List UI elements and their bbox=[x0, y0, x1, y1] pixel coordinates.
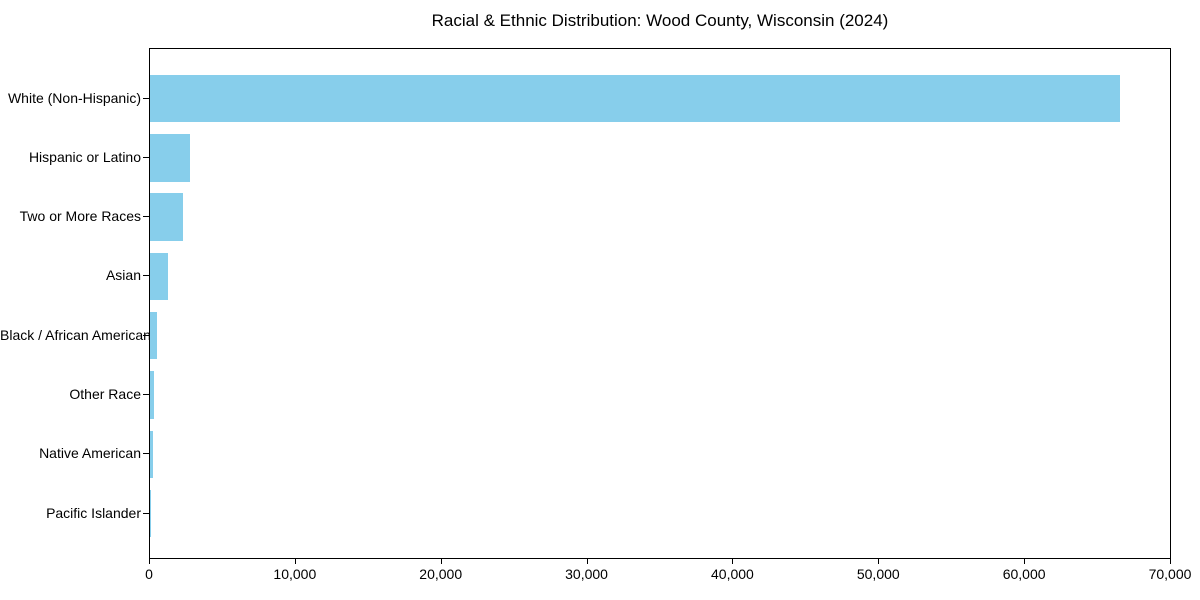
y-tick-mark bbox=[143, 216, 149, 218]
bar bbox=[150, 193, 184, 241]
y-tick-label: Hispanic or Latino bbox=[28, 148, 141, 165]
x-tick-label: 40,000 bbox=[711, 566, 754, 582]
x-tick-mark bbox=[586, 559, 588, 564]
bar bbox=[150, 371, 155, 419]
plot-area bbox=[149, 48, 1171, 559]
x-tick-mark bbox=[1170, 559, 1171, 564]
y-tick-mark bbox=[143, 334, 149, 336]
x-tick-label: 70,000 bbox=[1148, 566, 1192, 582]
x-tick-label: 0 bbox=[145, 566, 153, 582]
y-tick-mark bbox=[143, 156, 149, 158]
x-tick-mark bbox=[149, 559, 150, 564]
bar bbox=[150, 430, 153, 479]
y-tick-mark bbox=[143, 394, 149, 395]
x-tick-label: 20,000 bbox=[419, 566, 463, 582]
bar bbox=[150, 311, 158, 360]
y-tick-label: Native American bbox=[39, 445, 141, 462]
x-tick-mark bbox=[732, 559, 734, 564]
y-tick-mark bbox=[143, 97, 149, 99]
x-tick-label: 10,000 bbox=[273, 566, 317, 582]
y-tick-mark bbox=[143, 453, 149, 455]
bar bbox=[150, 252, 168, 301]
x-tick-mark bbox=[1024, 559, 1026, 564]
y-tick-mark bbox=[143, 275, 149, 277]
y-tick-label: Pacific Islander bbox=[46, 504, 141, 521]
y-tick-label: Two or More Races bbox=[19, 208, 141, 225]
x-tick-mark bbox=[440, 559, 442, 564]
y-tick-label: Asian bbox=[105, 267, 141, 284]
y-tick-label: Black / African American bbox=[0, 326, 151, 343]
x-tick-label: 50,000 bbox=[856, 566, 900, 582]
y-tick-label: Other Race bbox=[69, 386, 141, 402]
y-tick-label: White (Non-Hispanic) bbox=[7, 89, 141, 106]
chart-title: Racial & Ethnic Distribution: Wood Count… bbox=[431, 11, 889, 30]
x-tick-mark bbox=[878, 559, 880, 564]
bar bbox=[150, 74, 1121, 123]
x-tick-mark bbox=[294, 559, 296, 564]
y-tick-mark bbox=[143, 512, 149, 514]
bar bbox=[150, 134, 191, 182]
x-tick-label: 30,000 bbox=[565, 566, 608, 582]
x-tick-label: 60,000 bbox=[1002, 566, 1046, 582]
